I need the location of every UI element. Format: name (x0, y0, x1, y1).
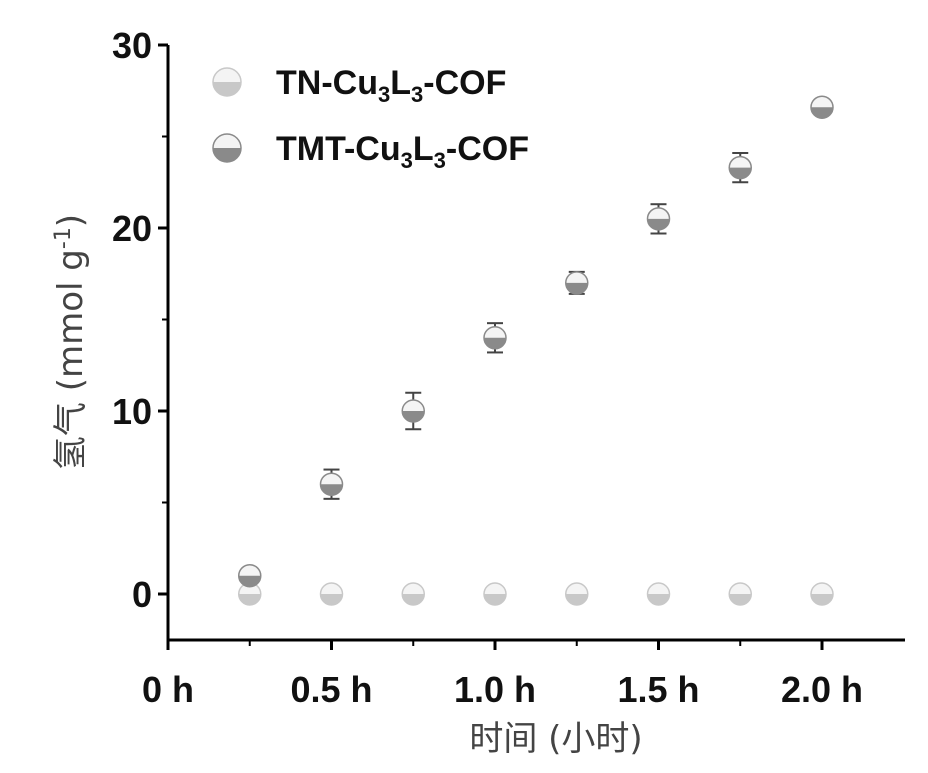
series-1-point (728, 582, 752, 606)
series-2-point (238, 563, 262, 588)
series-1-point-shade (647, 594, 670, 605)
series-1-point-shade (565, 594, 588, 605)
x-axis-title: 时间 (小时) (469, 719, 642, 759)
y-axis-title-main: 氢气 (mmol g (51, 249, 91, 470)
series-1-point (646, 582, 671, 606)
series-2-point-shade (402, 411, 425, 422)
legend-text-part: -COF (423, 64, 506, 102)
legend-text-part: TMT-Cu (276, 130, 401, 168)
series-2-point (319, 472, 344, 496)
series-2-point (565, 271, 589, 295)
series-2-point (728, 155, 752, 180)
ticks: 0 h 0.5 h 1.0 h 1.5 h 2.0 h 0 10 20 30 (112, 25, 863, 710)
y-axis-title: 氢气 (mmol g-1) (51, 214, 91, 470)
legend-marker-2 (212, 133, 242, 163)
series-1-point (565, 582, 589, 606)
legend-marker-1-shade (213, 82, 241, 96)
series-1-point-shade (811, 594, 833, 605)
y-tick-label: 0 (132, 574, 152, 615)
series-2-point (646, 207, 671, 231)
legend-subscript: 3 (378, 82, 390, 107)
legend-text-part: L (413, 130, 434, 168)
x-tick-label: 1.0 h (454, 669, 536, 710)
series-2-point-shade (320, 484, 343, 496)
legend-subscript: 3 (434, 148, 446, 173)
series-2-point-shade (811, 107, 833, 119)
series-2-point-shade (238, 575, 261, 587)
series-1-point-shade (484, 594, 506, 605)
series-1-point (401, 582, 425, 606)
x-tick-label: 2.0 h (781, 669, 863, 710)
legend-text-part: L (390, 64, 411, 102)
legend-marker-2-shade (213, 148, 241, 162)
axes (166, 45, 905, 642)
series-1-point-shade (238, 594, 261, 605)
series-1-point (483, 582, 507, 606)
x-tick-label: 0 h (142, 669, 194, 710)
series-2-point-shade (484, 337, 506, 349)
legend-label-1: TN-Cu3L3-COF (276, 64, 506, 107)
legend-label-2: TMT-Cu3L3-COF (276, 130, 529, 173)
legend-subscript: 3 (411, 82, 423, 107)
series-1-point (810, 582, 834, 606)
series-2-point-shade (647, 218, 670, 230)
legend-marker-1 (212, 67, 242, 97)
series-1-point-shade (402, 594, 425, 605)
series-1-point (319, 582, 344, 606)
x-tick-label: 1.5 h (617, 669, 699, 710)
series-1-point-shade (729, 594, 752, 605)
series-1-point-shade (320, 594, 343, 605)
y-tick-label: 20 (112, 208, 152, 249)
x-tick-label: 0.5 h (290, 669, 372, 710)
y-tick-label: 30 (112, 25, 152, 66)
legend-text-part: TN-Cu (276, 64, 378, 102)
data-points (238, 95, 834, 606)
legend-text-part: -COF (446, 130, 529, 168)
y-tick-label: 10 (112, 391, 152, 432)
legend-subscript: 3 (401, 148, 413, 173)
series-2-point (401, 399, 425, 423)
series-2-point-shade (729, 167, 752, 179)
series-2-point-shade (565, 282, 588, 294)
y-axis-title-sup: -1 (51, 227, 76, 249)
series-2-point (483, 326, 507, 350)
series-2-point (810, 95, 834, 119)
y-axis-title-close: ) (51, 214, 91, 227)
